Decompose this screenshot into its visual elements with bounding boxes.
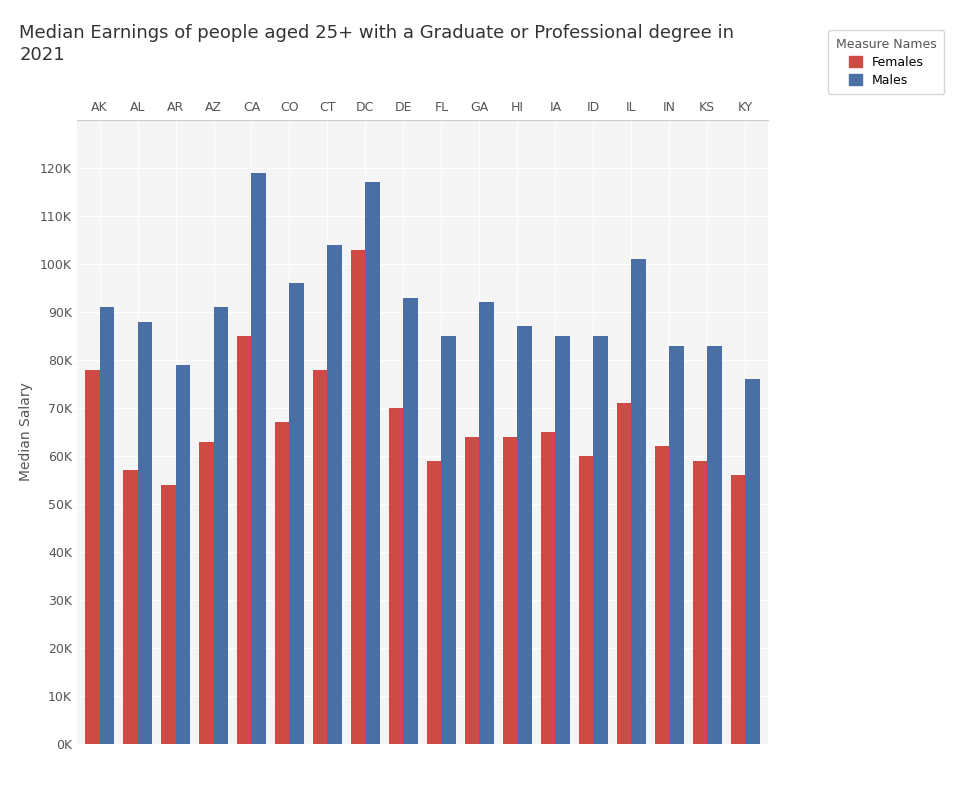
Bar: [540, 432, 555, 744]
Bar: [579, 456, 593, 744]
Bar: [161, 485, 176, 744]
Bar: [669, 346, 684, 744]
Bar: [503, 437, 517, 744]
Bar: [85, 370, 100, 744]
Bar: [327, 245, 342, 744]
Bar: [366, 182, 380, 744]
Bar: [213, 307, 228, 744]
Bar: [593, 336, 608, 744]
Bar: [100, 307, 114, 744]
Bar: [442, 336, 456, 744]
Bar: [351, 250, 366, 744]
Bar: [731, 475, 745, 744]
Bar: [237, 336, 252, 744]
Bar: [137, 322, 152, 744]
Bar: [708, 346, 722, 744]
Bar: [403, 298, 418, 744]
Text: Median Earnings of people aged 25+ with a Graduate or Professional degree in
202: Median Earnings of people aged 25+ with …: [19, 24, 734, 64]
Bar: [555, 336, 569, 744]
Bar: [517, 326, 532, 744]
Y-axis label: Median Salary: Median Salary: [19, 382, 33, 482]
Bar: [617, 403, 632, 744]
Legend: Females, Males: Females, Males: [828, 30, 944, 94]
Bar: [655, 446, 669, 744]
Bar: [632, 259, 646, 744]
Bar: [176, 365, 190, 744]
Bar: [123, 470, 137, 744]
Bar: [313, 370, 327, 744]
Bar: [199, 442, 213, 744]
Bar: [693, 461, 708, 744]
Bar: [290, 283, 304, 744]
Bar: [252, 173, 266, 744]
Bar: [465, 437, 479, 744]
Bar: [389, 408, 403, 744]
Bar: [427, 461, 442, 744]
Bar: [276, 422, 290, 744]
Bar: [479, 302, 493, 744]
Bar: [745, 379, 759, 744]
